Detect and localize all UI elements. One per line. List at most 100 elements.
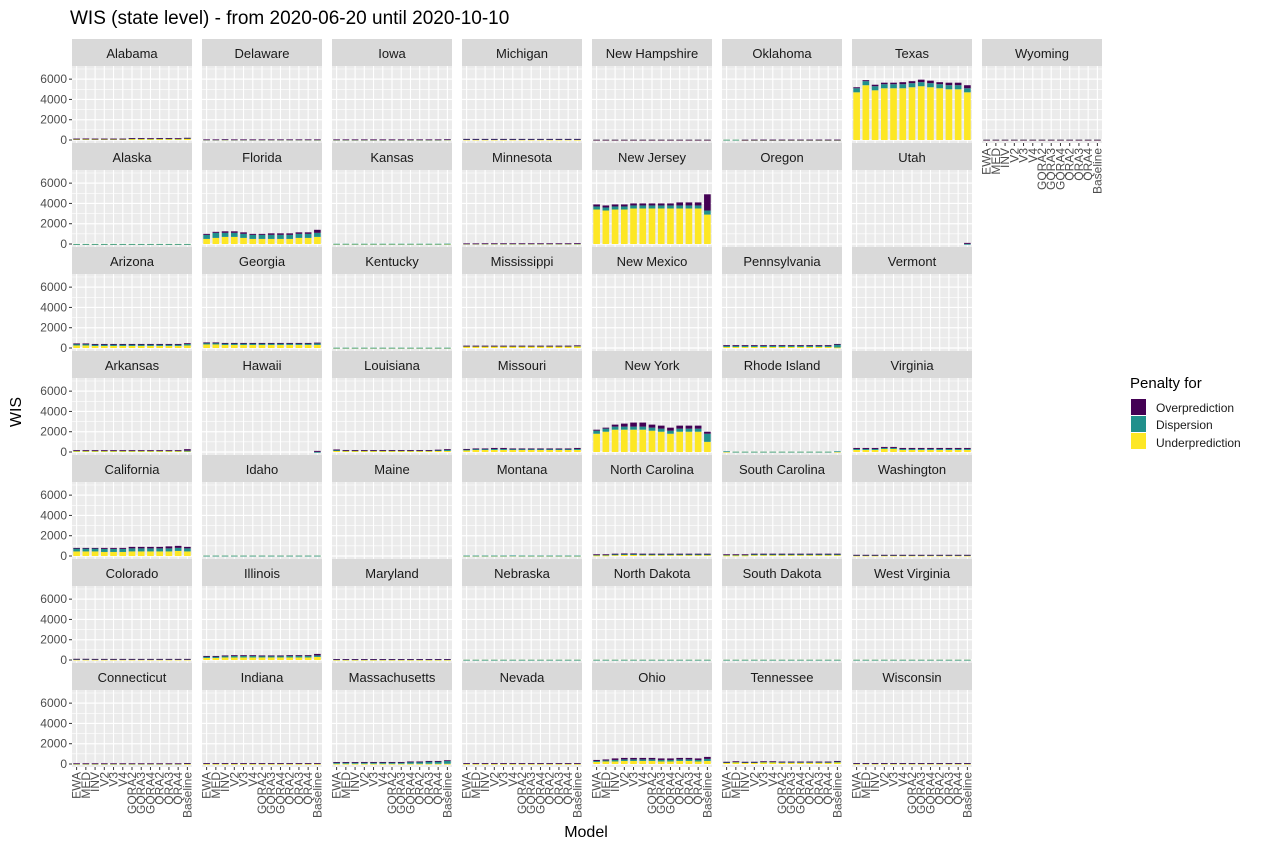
bar-underprediction-maryland-baseline bbox=[444, 659, 451, 661]
facet-label-wyoming: Wyoming bbox=[1015, 46, 1069, 61]
bar-underprediction-alabama-baseline bbox=[184, 138, 191, 140]
bar-underprediction-massachusetts-inv bbox=[351, 763, 359, 765]
bar-underprediction-mississippi-qra3 bbox=[555, 346, 563, 348]
bar-dispersion-missouri-v4 bbox=[509, 448, 517, 450]
facet-strip-south-dakota bbox=[722, 559, 842, 586]
facet-label-nevada: Nevada bbox=[500, 670, 546, 685]
bar-dispersion-oklahoma-med bbox=[732, 139, 740, 141]
bar-overprediction-mississippi-gqra3 bbox=[527, 345, 535, 347]
bar-underprediction-pennsylvania-gqra4 bbox=[797, 346, 804, 348]
bar-underprediction-missouri-qra2 bbox=[546, 449, 554, 452]
bar-underprediction-north-carolina-ewa bbox=[593, 555, 600, 557]
bar-underprediction-wisconsin-med bbox=[862, 763, 870, 765]
bar-dispersion-pennsylvania-baseline bbox=[834, 344, 841, 348]
facet-strip-nebraska bbox=[462, 559, 582, 586]
bar-underprediction-connecticut-gqra3 bbox=[137, 763, 145, 765]
bar-underprediction-missouri-gqra4 bbox=[537, 449, 544, 452]
facet-strip-missouri bbox=[462, 351, 582, 378]
bar-underprediction-missouri-gqra2 bbox=[518, 449, 526, 452]
bar-overprediction-indiana-gqra3 bbox=[267, 763, 275, 764]
bar-overprediction-georgia-v4 bbox=[249, 342, 257, 344]
bar-overprediction-pennsylvania-gqra4 bbox=[797, 345, 804, 346]
bar-overprediction-south-carolina-qra2 bbox=[806, 553, 814, 555]
bar-dispersion-pennsylvania-inv bbox=[741, 345, 749, 347]
bar-overprediction-wisconsin-v4 bbox=[899, 763, 907, 764]
bar-overprediction-arizona-qra4 bbox=[174, 343, 182, 345]
bar-dispersion-arizona-v4 bbox=[119, 344, 127, 346]
facet-missouri: Missouri bbox=[462, 351, 582, 455]
bar-underprediction-illinois-ewa bbox=[203, 657, 210, 660]
facet-strip-montana bbox=[462, 455, 582, 482]
bar-dispersion-kansas-gqra4 bbox=[407, 243, 414, 245]
facet-california: California 0 2000 4000 6000 bbox=[40, 455, 192, 563]
bar-underprediction-north-carolina-v2 bbox=[620, 554, 628, 556]
bar-overprediction-arizona-inv bbox=[91, 343, 99, 345]
bar-underprediction-wisconsin-ewa bbox=[853, 763, 860, 765]
bar-overprediction-south-carolina-ewa bbox=[723, 554, 730, 556]
bar-overprediction-new-jersey-qra4 bbox=[694, 202, 702, 206]
bar-overprediction-georgia-gqra3 bbox=[267, 342, 275, 344]
bar-overprediction-north-carolina-baseline bbox=[704, 553, 711, 555]
bar-underprediction-wisconsin-qra2 bbox=[936, 763, 944, 765]
bar-overprediction-new-york-gqra4 bbox=[667, 427, 674, 431]
bar-underprediction-florida-qra4 bbox=[304, 237, 312, 244]
bar-dispersion-new-york-baseline bbox=[704, 433, 711, 442]
x-tick-label: QRA3 bbox=[942, 772, 956, 805]
y-tick-label: 0 bbox=[60, 549, 67, 563]
facet-colorado: Colorado 0 2000 4000 6000 bbox=[40, 559, 192, 667]
bar-underprediction-connecticut-qra2 bbox=[156, 763, 164, 765]
bar-overprediction-georgia-v3 bbox=[240, 342, 247, 344]
facet-label-oregon: Oregon bbox=[760, 150, 803, 165]
bar-overprediction-connecticut-inv bbox=[91, 763, 99, 765]
bar-overprediction-new-hampshire-gqra3 bbox=[657, 139, 665, 141]
bar-underprediction-california-ewa bbox=[73, 551, 80, 556]
bar-underprediction-michigan-ewa bbox=[463, 139, 470, 141]
x-tick-label: EWA bbox=[980, 148, 994, 175]
bar-underprediction-north-carolina-baseline bbox=[704, 555, 711, 556]
bar-dispersion-missouri-inv bbox=[481, 448, 489, 450]
facet-nebraska: Nebraska bbox=[462, 559, 582, 663]
bar-underprediction-louisiana-med bbox=[342, 450, 350, 452]
bar-dispersion-california-gqra4 bbox=[147, 548, 154, 552]
bar-overprediction-maryland-qra3 bbox=[425, 659, 433, 660]
bar-underprediction-california-inv bbox=[91, 551, 99, 556]
bar-overprediction-wyoming-qra3 bbox=[1075, 139, 1083, 141]
legend-label-dispersion: Dispersion bbox=[1156, 418, 1213, 432]
bar-dispersion-arizona-qra3 bbox=[165, 344, 173, 346]
bar-underprediction-texas-gqra2 bbox=[908, 87, 916, 140]
bar-overprediction-colorado-baseline bbox=[184, 658, 191, 660]
bar-dispersion-new-jersey-ewa bbox=[593, 206, 600, 210]
bar-overprediction-massachusetts-baseline bbox=[444, 760, 451, 762]
bar-dispersion-south-carolina-baseline bbox=[834, 554, 841, 556]
bar-underprediction-alabama-gqra2 bbox=[128, 138, 136, 140]
bar-underprediction-georgia-inv bbox=[221, 344, 229, 348]
bar-overprediction-alabama-v3 bbox=[110, 138, 117, 140]
bar-underprediction-connecticut-v2 bbox=[100, 763, 108, 765]
bar-overprediction-ohio-gqra4 bbox=[667, 758, 674, 760]
bar-underprediction-georgia-qra3 bbox=[295, 344, 303, 348]
y-tick-label: 6000 bbox=[40, 176, 67, 190]
bar-overprediction-california-gqra3 bbox=[137, 546, 145, 549]
bar-dispersion-alaska-gqra3 bbox=[137, 243, 145, 245]
bar-dispersion-north-carolina-v3 bbox=[630, 553, 637, 555]
bar-dispersion-arizona-v2 bbox=[100, 344, 108, 346]
bar-overprediction-maryland-baseline bbox=[444, 659, 451, 660]
x-tick-label: MED bbox=[599, 772, 613, 799]
bar-overprediction-michigan-qra3 bbox=[555, 138, 563, 140]
bar-underprediction-colorado-gqra2 bbox=[128, 659, 136, 661]
bar-overprediction-wyoming-gqra2 bbox=[1038, 139, 1046, 141]
bar-dispersion-illinois-v3 bbox=[240, 655, 247, 658]
bar-underprediction-indiana-gqra3 bbox=[267, 763, 275, 765]
bar-overprediction-illinois-ewa bbox=[203, 655, 210, 657]
bar-underprediction-nevada-qra3 bbox=[555, 763, 563, 765]
bar-overprediction-illinois-inv bbox=[221, 655, 229, 657]
x-tick-label: QRA2 bbox=[543, 772, 557, 805]
x-tick-label: GQRA4 bbox=[273, 772, 287, 814]
bar-overprediction-mississippi-qra2 bbox=[546, 345, 554, 347]
bar-underprediction-illinois-gqra2 bbox=[258, 657, 266, 660]
bar-underprediction-south-carolina-qra4 bbox=[824, 555, 832, 556]
facet-georgia: Georgia bbox=[202, 247, 322, 351]
bar-underprediction-tennessee-ewa bbox=[723, 762, 730, 764]
bar-underprediction-new-york-gqra3 bbox=[657, 431, 665, 452]
bar-overprediction-delaware-gqra2 bbox=[258, 139, 266, 141]
